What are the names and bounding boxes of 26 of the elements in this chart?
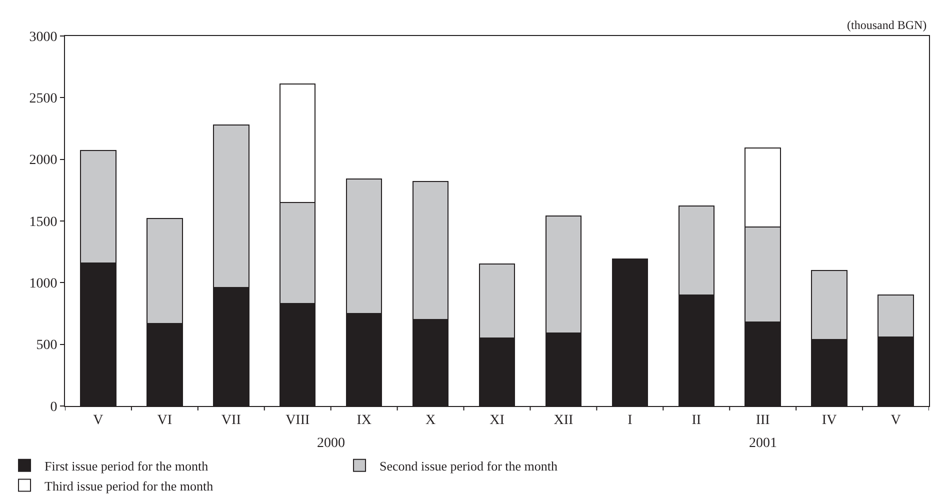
x-tick-label: I: [628, 412, 633, 428]
x-tick-label: XI: [490, 412, 505, 428]
text: 2001: [749, 436, 777, 451]
y-tick-label: 2500: [29, 92, 58, 107]
x-tick-label: V: [890, 412, 901, 428]
x-tick-label: VII: [221, 412, 242, 428]
x-tick-label: V: [93, 412, 104, 428]
y-tick-label: 500: [36, 338, 58, 354]
y-tick-label: 2000: [29, 153, 58, 168]
x-tick-label: VI: [157, 412, 172, 428]
y-tick-label: 1000: [29, 276, 58, 292]
legend-label: First issue period for the month: [44, 458, 209, 474]
y-tick-label: 3000: [29, 30, 58, 45]
y-tick-label: 1500: [29, 214, 58, 230]
x-tick-label: IX: [356, 412, 372, 428]
text: 2000: [317, 436, 345, 451]
x-tick-label: IV: [822, 412, 837, 428]
x-tick-label: VIII: [286, 412, 310, 428]
x-tick-label: XII: [554, 412, 574, 428]
y-axis-title: (thousand BGN): [847, 18, 927, 32]
legend-label: Second issue period for the month: [380, 458, 558, 474]
x-tick-label: X: [425, 412, 436, 428]
x-tick-label: II: [692, 412, 702, 428]
x-tick-label: III: [756, 412, 770, 428]
legend-label: Third issue period for the month: [44, 478, 214, 494]
y-tick-label: 0: [50, 400, 58, 415]
